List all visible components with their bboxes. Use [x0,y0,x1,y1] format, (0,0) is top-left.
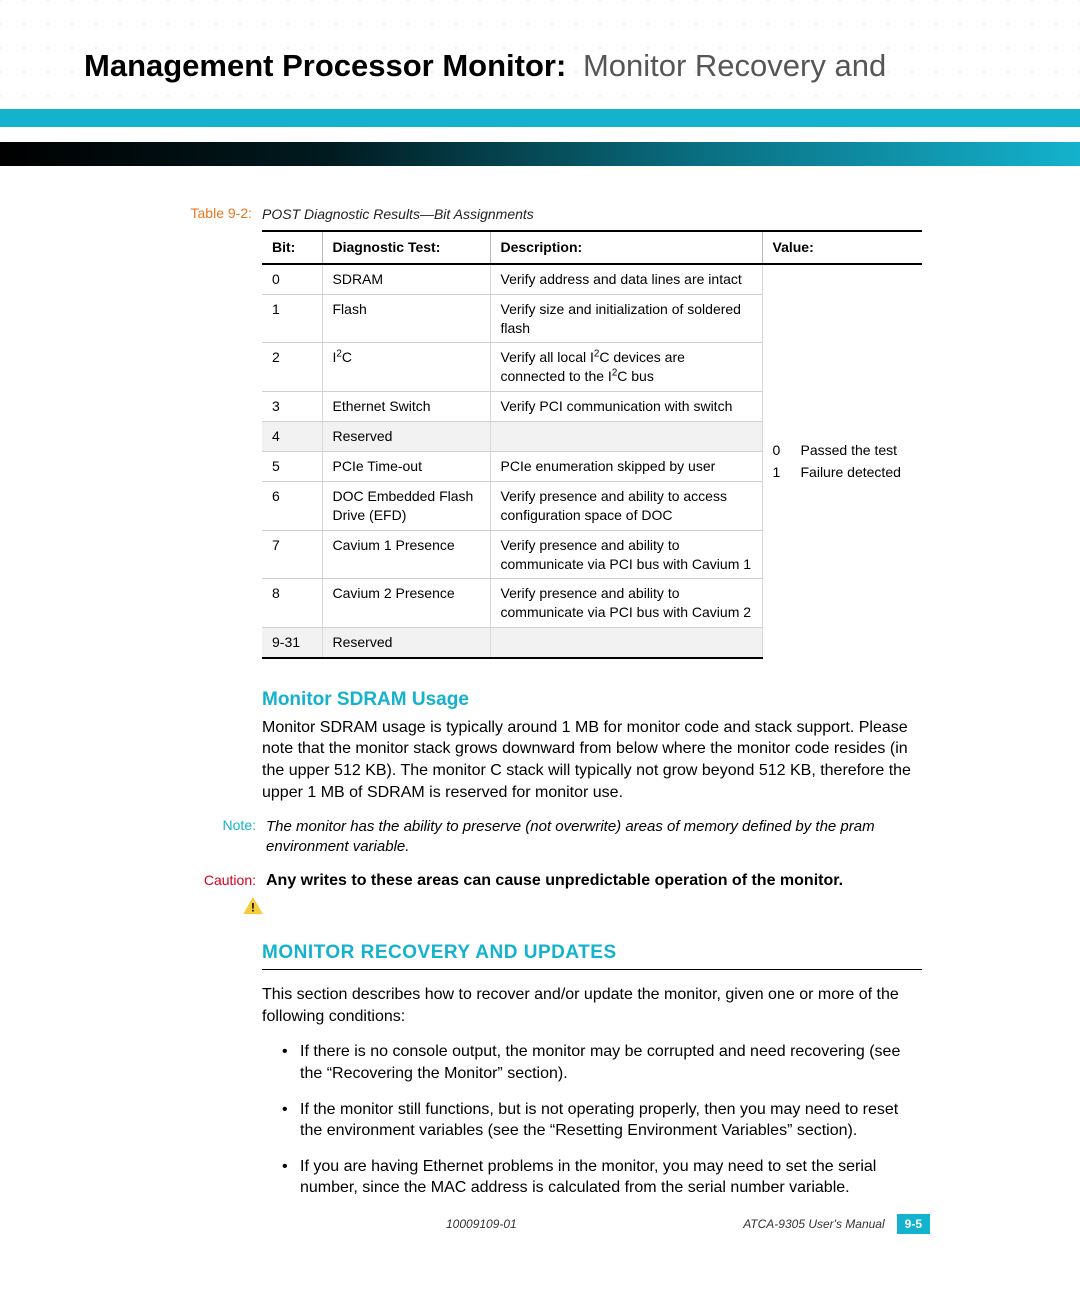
cell-test: Ethernet Switch [322,392,490,422]
cell-test: DOC Embedded Flash Drive (EFD) [322,481,490,530]
col-bit: Bit: [262,231,322,264]
cell-test: Cavium 2 Presence [322,579,490,628]
cell-test: SDRAM [322,264,490,294]
cell-bit: 3 [262,392,322,422]
cell-test: PCIe Time-out [322,452,490,482]
caution-body: Any writes to these areas can cause unpr… [266,872,930,890]
cell-test: Cavium 1 Presence [322,530,490,579]
cell-desc: Verify all local I2C devices are connect… [490,343,762,392]
note-row: Note: The monitor has the ability to pre… [90,817,930,858]
footer-pagenum: 9-5 [897,1214,930,1234]
accent-bar-gradient [0,142,1080,166]
cell-bit: 1 [262,294,322,343]
cell-test: Reserved [322,422,490,452]
list-item: If there is no console output, the monit… [282,1041,922,1084]
col-value: Value: [762,231,922,264]
value-code: 1 [773,463,787,482]
table-caption-text: POST Diagnostic Results—Bit Assignments [262,206,534,222]
accent-bar-cyan [0,109,1080,127]
svg-text:!: ! [251,901,255,914]
cell-test: I2C [322,343,490,392]
sdram-body: Monitor SDRAM usage is typically around … [262,717,922,803]
cell-value-legend: 0 Passed the test 1 Failure detected [762,264,922,658]
footer-docnum: 10009109-01 [446,1217,517,1231]
table-header-row: Bit: Diagnostic Test: Description: Value… [262,231,922,264]
cell-desc: Verify PCI communication with switch [490,392,762,422]
page-title-light: Monitor Recovery and [583,48,886,83]
cell-bit: 7 [262,530,322,579]
cell-bit: 8 [262,579,322,628]
warning-triangle-icon: ! [242,896,264,915]
page-title-bold: Management Processor Monitor: [84,48,566,83]
cell-bit: 6 [262,481,322,530]
heading-recovery: MONITOR RECOVERY AND UPDATES [262,940,922,971]
cell-desc: Verify size and initialization of solder… [490,294,762,343]
cell-bit: 2 [262,343,322,392]
cell-desc: Verify address and data lines are intact [490,264,762,294]
cell-bit: 9-31 [262,628,322,658]
cell-test: Reserved [322,628,490,658]
note-body: The monitor has the ability to preserve … [266,817,930,858]
cell-desc: PCIe enumeration skipped by user [490,452,762,482]
cell-desc: Verify presence and ability to communica… [490,579,762,628]
cell-desc [490,422,762,452]
footer-manual: ATCA-9305 User's Manual [743,1217,884,1231]
value-text: Passed the test [801,441,898,460]
list-item: If the monitor still functions, but is n… [282,1099,922,1142]
page-footer: 10009109-01 ATCA-9305 User's Manual 9-5 [0,1214,1080,1234]
cell-test: Flash [322,294,490,343]
note-label: Note: [90,817,266,858]
cell-desc: Verify presence and ability to communica… [490,530,762,579]
table-caption-prefix: Table 9-2: [191,205,252,221]
recovery-intro: This section describes how to recover an… [262,984,922,1027]
table-caption-label: Table 9-2: [90,205,262,803]
table-row: 0SDRAMVerify address and data lines are … [262,264,922,294]
col-test: Diagnostic Test: [322,231,490,264]
value-code: 0 [773,441,787,460]
page-title: Management Processor Monitor: Monitor Re… [84,48,996,84]
list-item: If you are having Ethernet problems in t… [282,1156,922,1199]
cell-bit: 4 [262,422,322,452]
caution-label: Caution: [90,872,266,890]
post-diagnostic-table: Bit: Diagnostic Test: Description: Value… [262,230,922,659]
page-content: Table 9-2: POST Diagnostic Results—Bit A… [0,205,1080,1213]
cell-bit: 5 [262,452,322,482]
value-text: Failure detected [801,463,901,482]
recovery-bullet-list: If there is no console output, the monit… [262,1041,922,1199]
cell-desc [490,628,762,658]
cell-desc: Verify presence and ability to access co… [490,481,762,530]
cell-bit: 0 [262,264,322,294]
caution-row: Caution: Any writes to these areas can c… [90,872,930,890]
col-desc: Description: [490,231,762,264]
heading-sdram: Monitor SDRAM Usage [262,687,922,713]
